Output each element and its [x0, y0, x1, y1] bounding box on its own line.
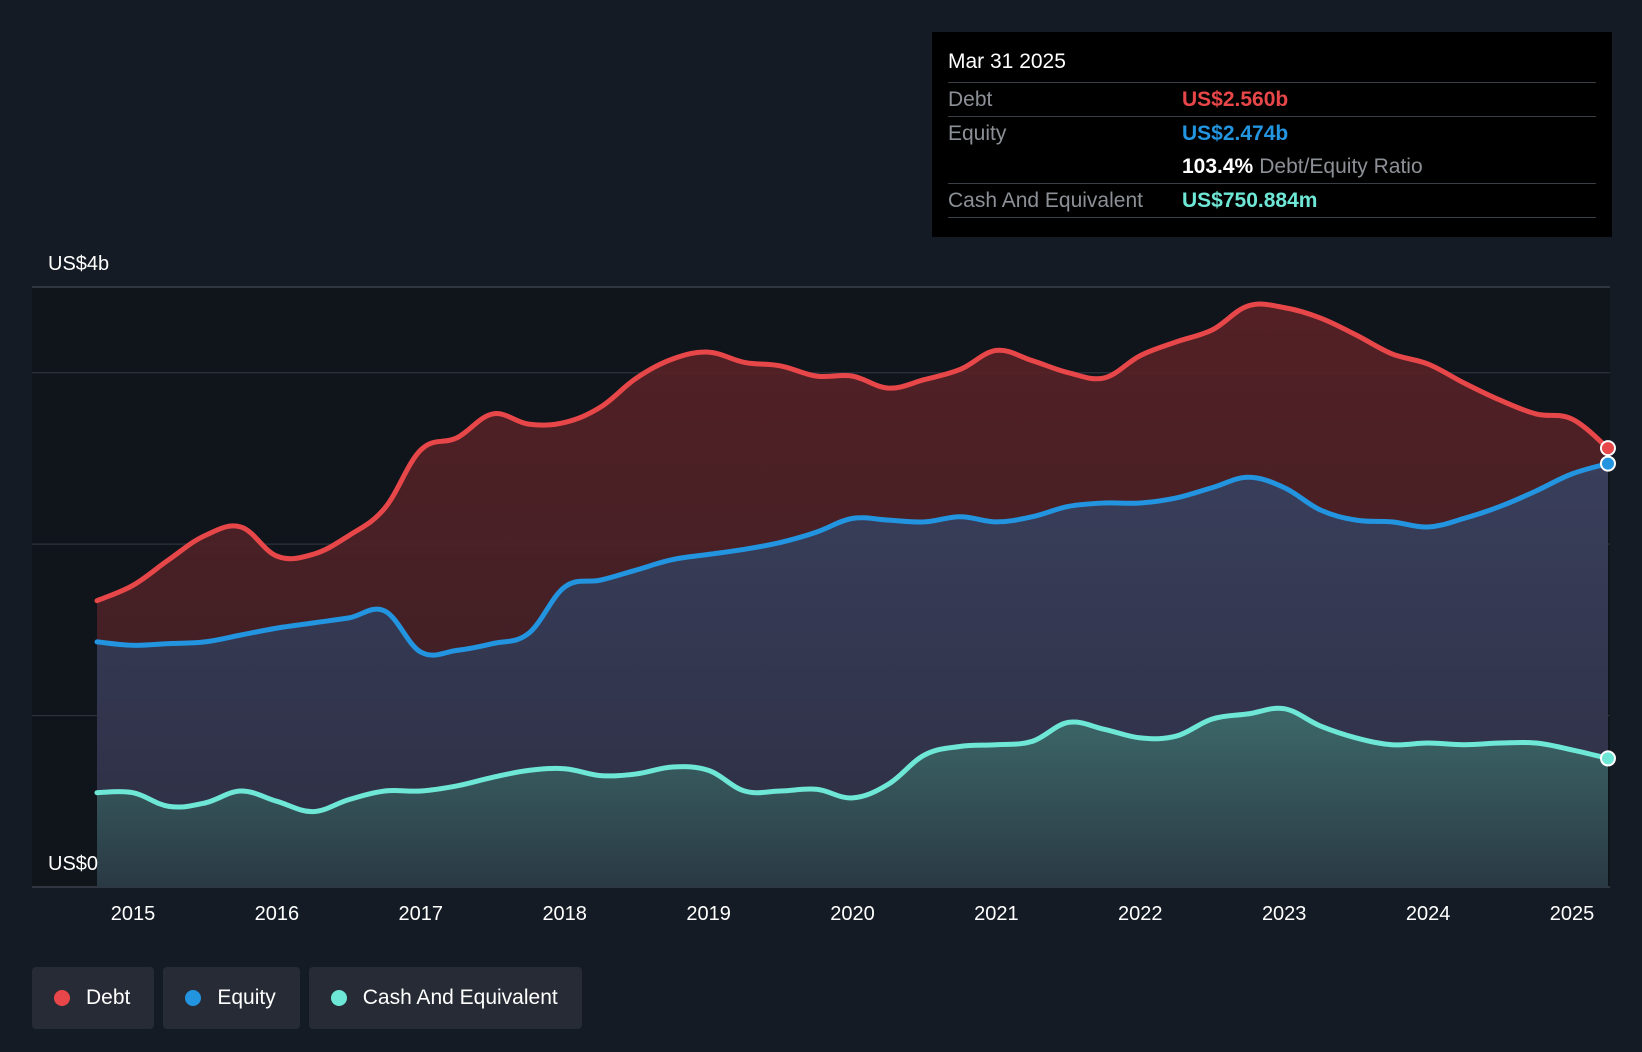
tooltip-ratio-label: Debt/Equity Ratio — [1259, 154, 1423, 178]
x-tick-label: 2016 — [255, 903, 300, 925]
legend-debt-label: Debt — [86, 986, 131, 1009]
equity-dot-icon — [185, 990, 202, 1006]
tooltip-row-equity: Equity US$2.474b — [948, 116, 1596, 150]
x-tick-label: 2025 — [1550, 903, 1595, 925]
debt-line — [94, 301, 1611, 604]
tooltip-cash-label: Cash And Equivalent — [948, 188, 1143, 212]
tooltip-row-debt: Debt US$2.560b — [948, 82, 1596, 116]
tooltip-row-ratio: 103.4% Debt/Equity Ratio — [948, 150, 1596, 183]
x-tick-label: 2018 — [542, 903, 587, 925]
equity-line — [94, 461, 1611, 658]
tooltip-equity-value: US$2.474b — [1182, 121, 1289, 145]
tooltip-ratio-value: 103.4% — [1182, 154, 1254, 178]
x-tick-label: 2019 — [686, 903, 731, 925]
x-tick-label: 2024 — [1406, 903, 1451, 925]
y-tick-label: US$4b — [48, 253, 109, 275]
debt-end-marker — [1599, 440, 1616, 457]
cash-area — [97, 708, 1608, 887]
cash-line — [94, 705, 1611, 815]
x-tick-label: 2023 — [1262, 903, 1307, 925]
legend-cash-label: Cash And Equivalent — [362, 986, 558, 1009]
tooltip-date: Mar 31 2025 — [948, 50, 1066, 73]
legend-equity-label: Equity — [217, 986, 276, 1009]
tooltip-panel: Mar 31 2025 Debt US$2.560b Equity US$2.4… — [932, 32, 1612, 237]
legend-item-equity[interactable]: Equity — [163, 967, 300, 1029]
x-tick-label: 2021 — [974, 903, 1019, 925]
x-tick-label: 2017 — [399, 903, 444, 925]
x-tick-label: 2015 — [111, 903, 156, 925]
equity-end-marker — [1599, 455, 1616, 472]
tooltip-row-cash: Cash And Equivalent US$750.884m — [948, 183, 1596, 218]
x-tick-label: 2022 — [1118, 903, 1163, 925]
y-tick-label: US$0 — [48, 853, 98, 875]
legend-item-debt[interactable]: Debt — [32, 967, 155, 1029]
tooltip-debt-label: Debt — [948, 87, 993, 111]
debt-dot-icon — [54, 990, 70, 1006]
legend-item-cash[interactable]: Cash And Equivalent — [308, 967, 582, 1029]
x-tick-label: 2020 — [830, 903, 875, 925]
cash-dot-icon — [330, 990, 347, 1006]
tooltip-debt-value: US$2.560b — [1182, 87, 1289, 111]
cash-end-marker — [1599, 750, 1616, 767]
tooltip-equity-label: Equity — [948, 121, 1007, 145]
tooltip-cash-value: US$750.884m — [1182, 188, 1318, 212]
chart-legend: Debt Equity Cash And Equivalent — [32, 967, 582, 1029]
